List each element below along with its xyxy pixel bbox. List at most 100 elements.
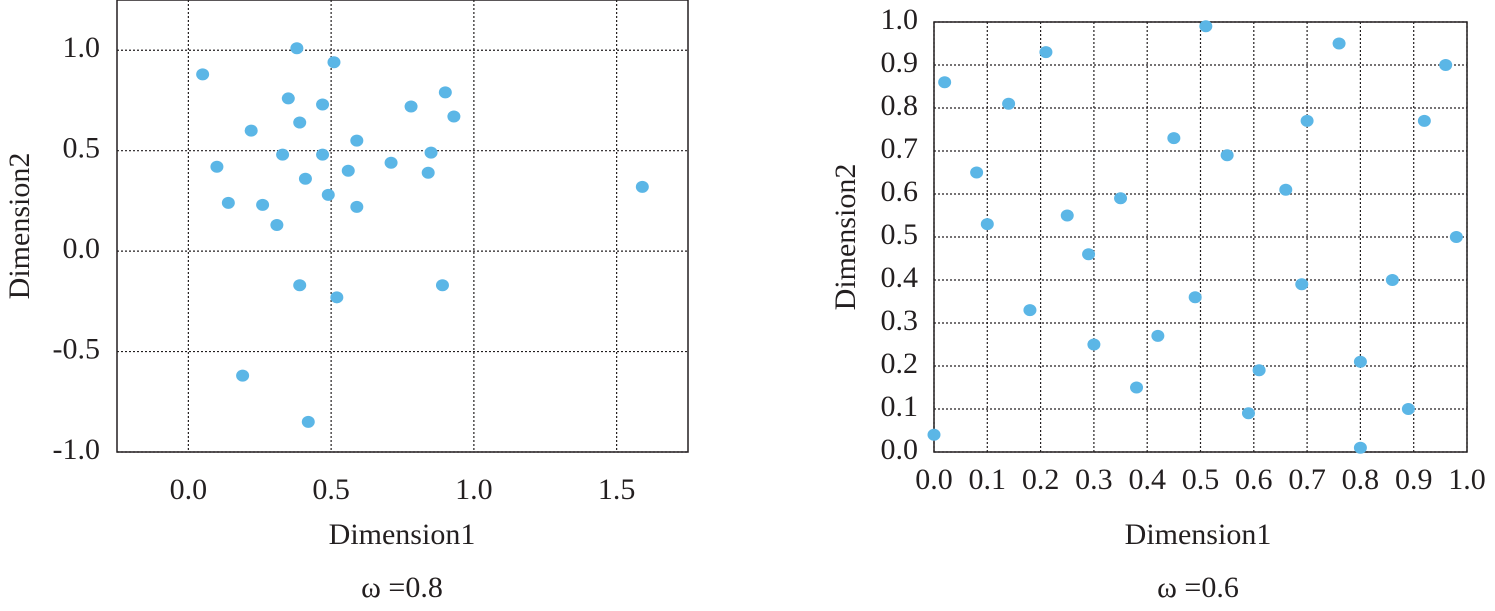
- point: [1332, 37, 1346, 50]
- x-tick-label: 0.1: [969, 463, 1007, 496]
- y-tick-label: 0.0: [881, 433, 919, 466]
- point: [321, 188, 335, 201]
- point: [270, 218, 284, 231]
- point: [635, 180, 649, 193]
- y-tick-label: 0.5: [63, 132, 101, 165]
- point: [1002, 97, 1016, 110]
- point: [330, 291, 344, 304]
- x-tick-label: 0.8: [1342, 463, 1380, 496]
- caption: ω =0.6: [1157, 571, 1239, 604]
- point: [276, 148, 290, 161]
- point: [1188, 291, 1202, 304]
- x-tick-label: 0.0: [170, 473, 208, 506]
- point: [221, 196, 235, 209]
- x-tick-label: 1.0: [455, 473, 493, 506]
- y-tick-label: 0.0: [63, 232, 101, 265]
- point: [327, 56, 341, 69]
- point: [1167, 132, 1181, 145]
- y-tick-label: 0.2: [881, 347, 919, 380]
- point: [1252, 364, 1266, 377]
- x-tick-label: 0.6: [1235, 463, 1273, 496]
- x-axis-label: Dimension1: [329, 518, 476, 551]
- point: [210, 160, 224, 173]
- point: [1130, 381, 1144, 394]
- y-tick-label: 0.1: [881, 390, 919, 423]
- x-tick-label: 0.7: [1288, 463, 1326, 496]
- point: [1082, 248, 1096, 261]
- x-tick-label: 0.0: [915, 463, 953, 496]
- y-axis-label: Dimension2: [3, 153, 36, 300]
- point: [256, 198, 270, 211]
- y-tick-label: 0.6: [881, 175, 919, 208]
- caption: ω =0.8: [361, 571, 443, 604]
- point: [341, 164, 355, 177]
- y-tick-label: -0.5: [53, 332, 101, 365]
- plot-frame: [933, 21, 1468, 453]
- point: [1449, 231, 1463, 243]
- point: [1220, 149, 1234, 162]
- point: [236, 369, 250, 382]
- point: [1199, 20, 1213, 33]
- point: [424, 146, 438, 159]
- point: [435, 279, 449, 292]
- point: [293, 279, 307, 292]
- point: [293, 116, 307, 129]
- point: [290, 42, 304, 55]
- plot-frame: [116, 0, 689, 453]
- point: [421, 166, 435, 179]
- point: [927, 428, 941, 441]
- x-axis-label: Dimension1: [1125, 518, 1272, 551]
- point: [1353, 355, 1367, 368]
- point: [980, 218, 994, 231]
- y-tick-label: 0.9: [881, 46, 919, 79]
- point: [1279, 183, 1293, 196]
- point: [1087, 338, 1101, 351]
- y-tick-label: 1.0: [881, 3, 919, 36]
- point: [1151, 329, 1165, 342]
- point: [1300, 114, 1314, 127]
- x-tick-label: 1.5: [598, 473, 636, 506]
- x-tick-label: 0.9: [1395, 463, 1433, 496]
- x-tick-label: 0.5: [1182, 463, 1220, 496]
- point: [1114, 192, 1128, 205]
- y-tick-label: 0.4: [881, 261, 919, 294]
- x-tick-label: 0.3: [1075, 463, 1113, 496]
- x-tick-label: 1.0: [1448, 463, 1486, 496]
- y-tick-label: 0.8: [881, 89, 919, 122]
- point: [298, 172, 312, 185]
- point: [404, 100, 418, 113]
- point: [384, 156, 398, 169]
- point: [1295, 278, 1309, 291]
- y-tick-label: -1.0: [53, 433, 101, 466]
- point: [196, 68, 210, 81]
- point: [301, 415, 315, 428]
- point: [1353, 441, 1367, 454]
- point: [316, 98, 330, 111]
- point: [1439, 59, 1453, 71]
- y-tick-label: 0.7: [881, 132, 919, 165]
- y-tick-label: 1.0: [63, 31, 101, 64]
- x-tick-label: 0.4: [1128, 463, 1166, 496]
- point: [1385, 274, 1399, 286]
- point: [1060, 209, 1074, 222]
- x-tick-label: 0.2: [1022, 463, 1060, 496]
- point: [1023, 304, 1037, 317]
- point: [1401, 403, 1415, 415]
- y-tick-label: 0.3: [881, 304, 919, 337]
- point: [970, 166, 984, 179]
- point: [350, 134, 364, 147]
- point: [281, 92, 295, 105]
- point: [938, 76, 952, 89]
- point: [244, 124, 258, 137]
- point: [1417, 114, 1431, 127]
- point: [447, 110, 461, 123]
- y-axis-label: Dimension2: [829, 164, 862, 311]
- point: [1039, 46, 1053, 59]
- point: [1241, 407, 1255, 420]
- point: [316, 148, 330, 161]
- y-tick-label: 0.5: [881, 218, 919, 251]
- x-tick-label: 0.5: [312, 473, 350, 506]
- point: [350, 200, 364, 213]
